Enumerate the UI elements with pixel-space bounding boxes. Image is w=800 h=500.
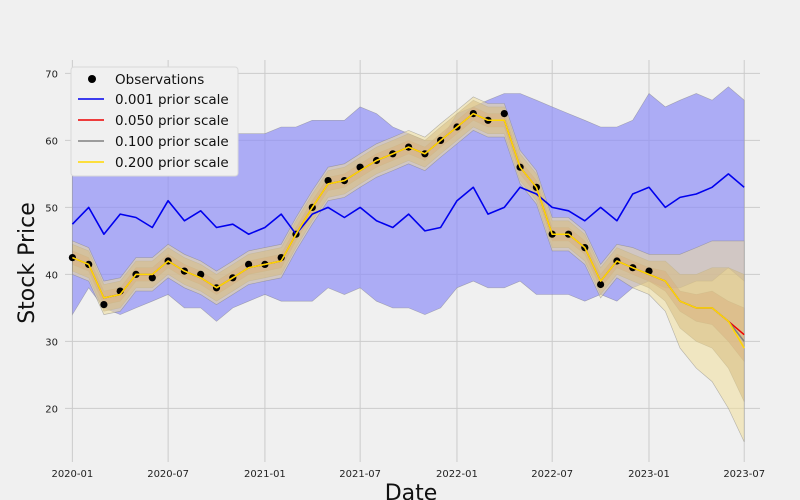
observation-point <box>597 280 605 289</box>
observation-point <box>324 177 332 185</box>
x-tick-label: 2022-01 <box>436 469 478 480</box>
x-axis-ticks: 2020-01 2020-07 2021-01 2021-07 2022-01 2022-… <box>51 469 765 480</box>
legend-label-0100: 0.100 prior scale <box>115 134 229 150</box>
x-tick-label: 2021-07 <box>339 469 381 480</box>
y-axis-title: Stock Price <box>15 202 40 324</box>
y-tick-label: 40 <box>45 270 58 281</box>
observation-point <box>277 254 285 262</box>
observation-point <box>245 260 253 268</box>
observation-point <box>197 270 205 278</box>
observation-point <box>500 110 508 118</box>
x-tick-label: 2022-07 <box>531 469 573 480</box>
x-tick-label: 2020-01 <box>51 469 93 480</box>
legend-label-0050: 0.050 prior scale <box>115 113 229 129</box>
observation-point <box>100 301 108 309</box>
x-axis-title: Date <box>385 481 438 500</box>
y-tick-label: 20 <box>45 404 58 415</box>
y-axis-ticks: 20 30 40 50 60 70 <box>45 69 58 415</box>
legend: Observations 0.001 prior scale 0.050 pri… <box>70 66 239 177</box>
legend-label-0200: 0.200 prior scale <box>115 155 229 171</box>
x-tick-label: 2021-01 <box>244 469 286 480</box>
series-line-0 <box>71 173 745 235</box>
observation-point <box>148 274 156 282</box>
legend-label-observations: Observations <box>115 72 204 88</box>
legend-frame <box>70 66 239 177</box>
y-tick-label: 30 <box>45 337 58 348</box>
forecast-lines <box>71 112 745 349</box>
legend-label-0001: 0.001 prior scale <box>115 92 229 108</box>
series-line-3 <box>72 112 745 349</box>
x-tick-label: 2023-01 <box>628 469 670 480</box>
y-tick-label: 60 <box>45 136 58 147</box>
x-tick-label: 2020-07 <box>147 469 189 480</box>
y-tick-label: 70 <box>45 69 58 80</box>
legend-marker-observations <box>88 75 96 83</box>
x-tick-label: 2023-07 <box>723 469 765 480</box>
y-tick-label: 50 <box>45 203 58 214</box>
